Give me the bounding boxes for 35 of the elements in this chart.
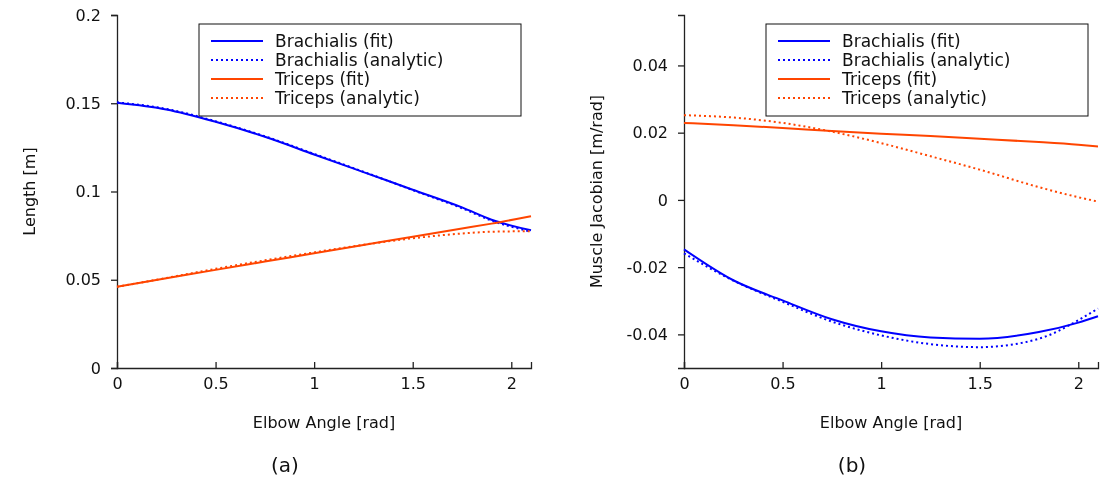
line-series: [683, 114, 1099, 203]
y-tick-label: 0.15: [65, 93, 101, 113]
y-tick-label: 0.2: [75, 5, 101, 25]
y-tick-label: -0.02: [626, 257, 668, 277]
y-tick-label: 0: [657, 190, 668, 210]
x-tick-label: 1.5: [400, 374, 426, 394]
text: (a): [271, 453, 299, 477]
y-tick-label: -0.04: [626, 325, 668, 344]
x-tick-label: 1.5: [967, 374, 993, 394]
y-tick-label: 0.1: [75, 182, 101, 202]
legend-label: Brachialis (analytic): [275, 50, 444, 70]
legend-label: Triceps (analytic): [841, 88, 987, 108]
legend-label: Triceps (fit): [274, 69, 371, 89]
x-tick-label: 0.5: [770, 374, 796, 394]
x-tick-label: 0: [679, 374, 690, 394]
text: (b): [837, 453, 867, 477]
x-tick-label: 2: [506, 374, 517, 394]
legend-label: Brachialis (analytic): [842, 50, 1011, 70]
y-axis-title: Muscle Jacobian [m/rad]: [587, 94, 606, 289]
y-tick-label: 0: [90, 358, 101, 378]
x-tick-label: 2: [1073, 374, 1084, 394]
x-tick-label: 1: [876, 374, 887, 394]
y-tick-label: 0.04: [632, 56, 668, 76]
y-axis-title: Length [m]: [20, 147, 39, 236]
x-axis-title: Elbow Angle [rad]: [252, 413, 396, 432]
y-tick-label: 0.02: [632, 123, 668, 143]
legend-label: Triceps (analytic): [274, 88, 420, 108]
x-axis-title: Elbow Angle [rad]: [819, 413, 963, 432]
x-tick-label: 0: [112, 374, 123, 394]
x-tick-label: 0.5: [203, 374, 229, 394]
legend-label: Brachialis (fit): [842, 31, 961, 51]
legend-label: Brachialis (fit): [275, 31, 394, 51]
legend-label: Triceps (fit): [841, 69, 938, 89]
y-tick-label: 0.05: [65, 270, 101, 290]
x-tick-label: 1: [309, 374, 320, 394]
